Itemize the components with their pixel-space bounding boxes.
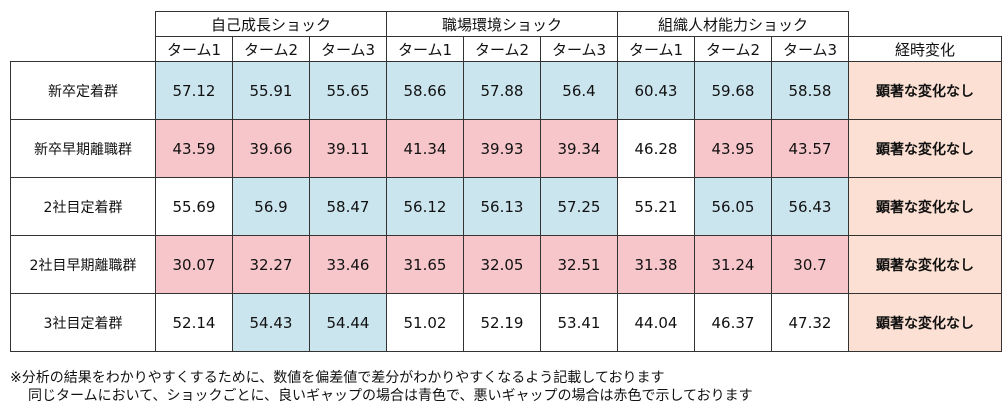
value-cell: 31.65 [386, 235, 464, 294]
value-cell: 31.38 [617, 235, 695, 294]
value-cell: 33.46 [309, 235, 387, 294]
group-header: 職場環境ショック [386, 11, 618, 37]
value-cell: 30.7 [771, 235, 849, 294]
value-cell: 43.57 [771, 119, 849, 178]
table-row: 新卒早期離職群 43.59 39.66 39.11 41.34 39.93 39.34 46.… [10, 119, 1002, 178]
group-header: 自己成長ショック [155, 11, 387, 37]
value-cell: 46.37 [694, 293, 772, 352]
value-cell: 32.51 [540, 235, 618, 294]
term-header: ターム1 [617, 36, 695, 62]
value-cell: 32.27 [232, 235, 310, 294]
row-label: 3社目定着群 [10, 293, 156, 352]
trend-header: 経時変化 [848, 36, 1002, 62]
value-cell: 57.88 [463, 61, 541, 120]
table-row: 2社目早期離職群 30.07 32.27 33.46 31.65 32.05 32.51 31… [10, 235, 1002, 294]
term-header: ターム3 [309, 36, 387, 62]
row-label: 新卒定着群 [10, 61, 156, 120]
value-cell: 47.32 [771, 293, 849, 352]
value-cell: 39.11 [309, 119, 387, 178]
row-label: 2社目定着群 [10, 177, 156, 236]
value-cell: 54.43 [232, 293, 310, 352]
value-cell: 58.47 [309, 177, 387, 236]
value-cell: 55.69 [155, 177, 233, 236]
value-cell: 56.05 [694, 177, 772, 236]
value-cell: 57.25 [540, 177, 618, 236]
value-cell: 46.28 [617, 119, 695, 178]
table-body: 新卒定着群 57.12 55.91 55.65 58.66 57.88 56.4 60.43 5… [10, 61, 1002, 352]
value-cell: 44.04 [617, 293, 695, 352]
value-cell: 59.68 [694, 61, 772, 120]
value-cell: 54.44 [309, 293, 387, 352]
value-cell: 58.66 [386, 61, 464, 120]
corner-blank [11, 37, 156, 62]
value-cell: 52.19 [463, 293, 541, 352]
term-header: ターム1 [155, 36, 233, 62]
term-header: ターム1 [386, 36, 464, 62]
footnote-line-2: 同じタームにおいて、ショックごとに、良いギャップの場合は青色で、悪いギャップの場… [28, 388, 753, 404]
value-cell: 56.4 [540, 61, 618, 120]
group-header-row: 自己成長ショック 職場環境ショック 組織人材能力ショック [11, 11, 1002, 37]
value-cell: 39.93 [463, 119, 541, 178]
footnote-line-1: ※分析の結果をわかりやすくするために、数値を偏差値で差分がわかりやすくなるよう記… [10, 370, 665, 386]
term-header: ターム2 [232, 36, 310, 62]
value-cell: 56.13 [463, 177, 541, 236]
corner-blank [849, 12, 1002, 37]
term-header: ターム2 [694, 36, 772, 62]
value-cell: 60.43 [617, 61, 695, 120]
group-header: 組織人材能力ショック [617, 11, 849, 37]
value-cell: 31.24 [694, 235, 772, 294]
value-cell: 56.43 [771, 177, 849, 236]
term-header-row: ターム1 ターム2 ターム3 ターム1 ターム2 ターム3 ターム1 ターム2 … [11, 36, 1002, 62]
value-cell: 30.07 [155, 235, 233, 294]
trend-cell: 顕著な変化なし [848, 235, 1002, 294]
value-cell: 56.9 [232, 177, 310, 236]
value-cell: 43.95 [694, 119, 772, 178]
value-cell: 52.14 [155, 293, 233, 352]
term-header: ターム3 [771, 36, 849, 62]
trend-cell: 顕著な変化なし [848, 293, 1002, 352]
trend-cell: 顕著な変化なし [848, 177, 1002, 236]
value-cell: 41.34 [386, 119, 464, 178]
value-cell: 43.59 [155, 119, 233, 178]
value-cell: 53.41 [540, 293, 618, 352]
trend-cell: 顕著な変化なし [848, 61, 1002, 120]
value-cell: 51.02 [386, 293, 464, 352]
table-row: 2社目定着群 55.69 56.9 58.47 56.12 56.13 57.25 55.21… [10, 177, 1002, 236]
value-cell: 56.12 [386, 177, 464, 236]
value-cell: 39.66 [232, 119, 310, 178]
corner-blank [11, 12, 156, 37]
value-cell: 55.21 [617, 177, 695, 236]
shock-table: 自己成長ショック 職場環境ショック 組織人材能力ショック ターム1 ターム2 タ… [10, 11, 1002, 352]
value-cell: 39.34 [540, 119, 618, 178]
value-cell: 32.05 [463, 235, 541, 294]
row-label: 新卒早期離職群 [10, 119, 156, 178]
table-row: 新卒定着群 57.12 55.91 55.65 58.66 57.88 56.4 60.43 5… [10, 61, 1002, 120]
value-cell: 57.12 [155, 61, 233, 120]
term-header: ターム2 [463, 36, 541, 62]
value-cell: 58.58 [771, 61, 849, 120]
table-row: 3社目定着群 52.14 54.43 54.44 51.02 52.19 53.41 44.0… [10, 293, 1002, 352]
row-label: 2社目早期離職群 [10, 235, 156, 294]
value-cell: 55.65 [309, 61, 387, 120]
term-header: ターム3 [540, 36, 618, 62]
trend-cell: 顕著な変化なし [848, 119, 1002, 178]
value-cell: 55.91 [232, 61, 310, 120]
